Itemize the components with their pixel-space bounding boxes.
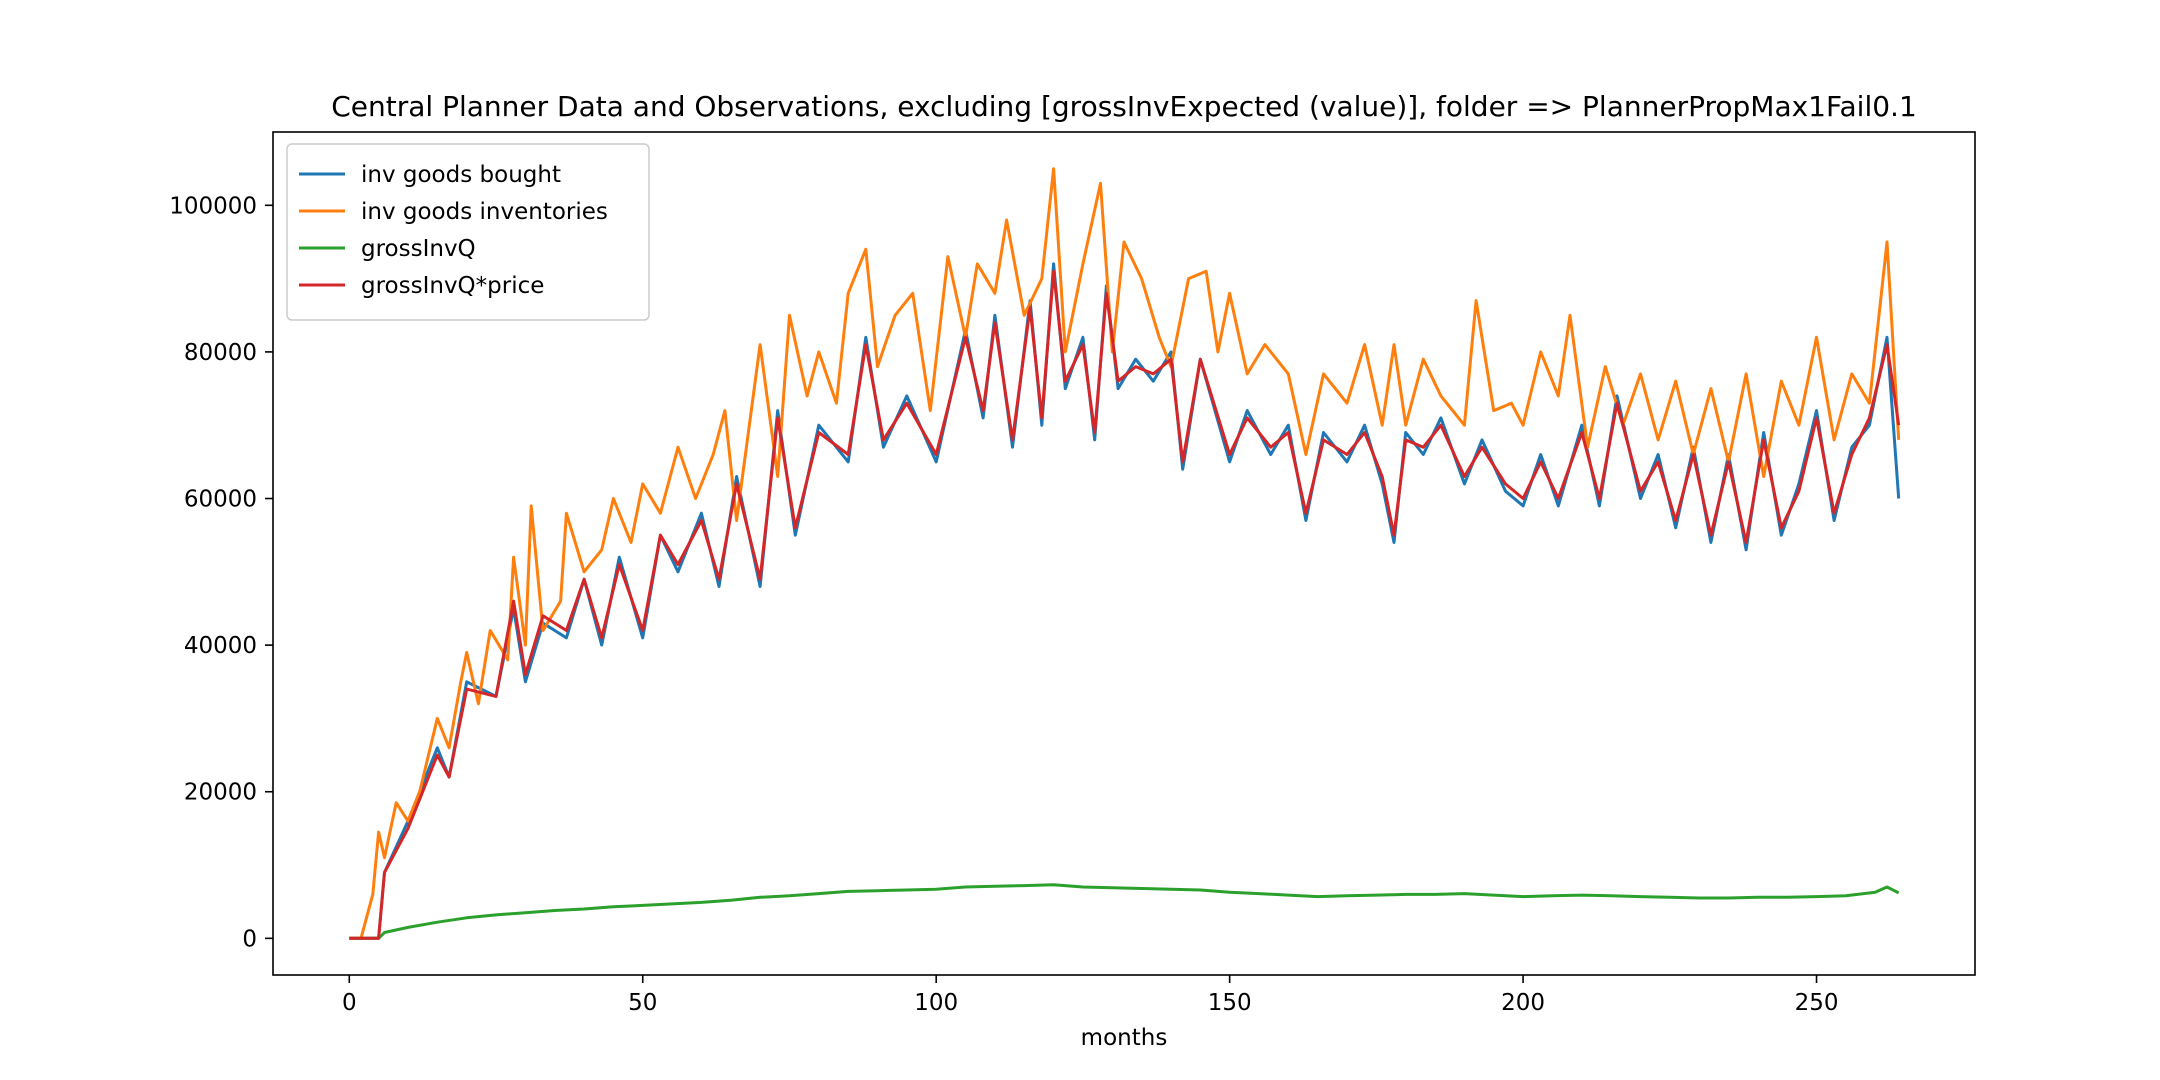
x-tick-label: 200 [1501,990,1545,1016]
x-tick-label: 150 [1208,990,1252,1016]
series-layer [349,167,1901,940]
series-line-2 [349,167,1901,940]
x-axis-title: months [1081,1025,1168,1051]
y-tick-label: 100000 [169,193,257,219]
chart-title: Central Planner Data and Observations, e… [331,90,1917,123]
legend-label: grossInvQ [361,236,476,262]
x-tick-label: 250 [1795,990,1839,1016]
y-axis: 0 20000 40000 60000 80000 100000 [169,193,273,952]
series-line-3 [349,883,1900,940]
plot-area-frame [272,131,1976,976]
legend-frame [286,143,650,321]
y-tick-label: 80000 [184,340,257,366]
x-tick-label: 50 [628,990,657,1016]
series-line-1 [349,262,1901,940]
y-tick-label: 60000 [184,487,257,513]
legend-label: inv goods inventories [361,199,608,225]
y-tick-label: 40000 [184,633,257,659]
y-tick-label: 20000 [184,780,257,806]
series-line-4 [349,269,1901,940]
x-tick-label: 100 [914,990,958,1016]
x-axis: 0 50 100 150 200 250 [342,975,1839,1016]
y-tick-label: 0 [242,926,257,952]
legend-label: inv goods bought [361,162,561,188]
legend-label: grossInvQ*price [361,273,544,299]
legend: inv goods bought inv goods inventories gro… [286,143,650,321]
x-tick-label: 0 [342,990,357,1016]
